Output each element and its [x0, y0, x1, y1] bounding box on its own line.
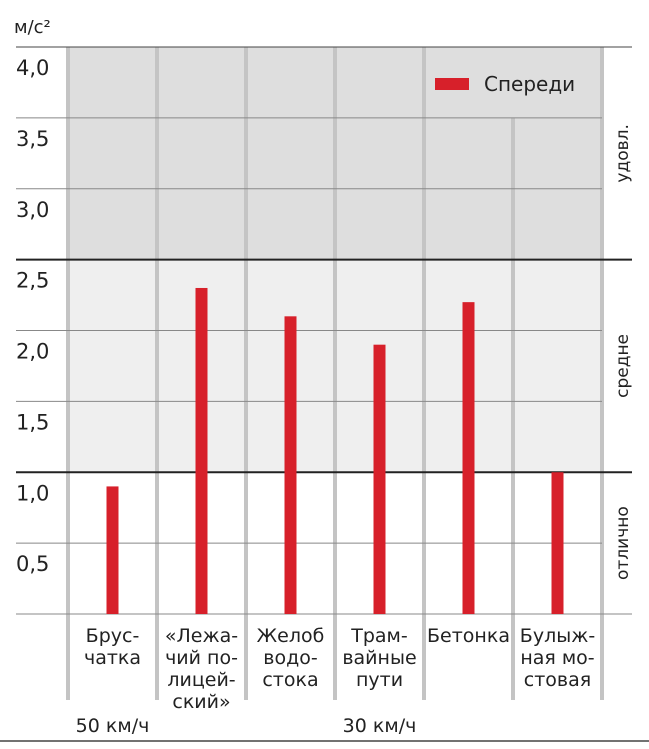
category-label: чий по- — [165, 647, 238, 669]
y-tick-label: 1,5 — [16, 410, 49, 434]
category-label: ная мо- — [520, 647, 594, 669]
category-label: Трам- — [350, 625, 408, 647]
band-label: средне — [613, 334, 633, 398]
category-label: стовая — [524, 669, 591, 691]
y-tick-label: 3,0 — [16, 198, 49, 222]
legend-swatch — [435, 78, 469, 90]
category-label: лицей- — [167, 669, 235, 691]
category-label: чатка — [84, 647, 141, 669]
y-tick-label: 2,0 — [16, 340, 49, 364]
y-tick-label: 1,0 — [16, 481, 49, 505]
bar-3 — [373, 344, 386, 614]
y-tick-label: 4,0 — [16, 56, 49, 80]
bar-5 — [551, 472, 564, 614]
bar-0 — [106, 486, 119, 614]
category-label: Булыж- — [520, 625, 595, 647]
legend-label: Спереди — [484, 72, 575, 96]
bar-2 — [284, 316, 297, 614]
category-label: «Лежа- — [165, 625, 238, 647]
category-label: водо- — [263, 647, 317, 669]
y-tick-label: 2,5 — [16, 269, 49, 293]
bar-1 — [195, 287, 208, 614]
category-label: вайные — [342, 647, 416, 669]
y-tick-label: 0,5 — [16, 552, 49, 576]
category-label: стока — [262, 669, 318, 691]
category-label: пути — [356, 669, 403, 691]
bar-4 — [462, 302, 475, 614]
band-label: удовл. — [613, 124, 633, 183]
y-unit-label: м/с² — [14, 17, 51, 38]
category-label: Брус- — [86, 625, 140, 647]
category-label: Бетонка — [427, 625, 510, 647]
speed-label: 50 км/ч — [76, 715, 150, 737]
band-label: отлично — [613, 506, 633, 580]
speed-label: 30 км/ч — [343, 715, 417, 737]
y-tick-label: 3,5 — [16, 127, 49, 151]
category-label: ский» — [172, 691, 230, 713]
category-label: Желоб — [257, 625, 325, 647]
